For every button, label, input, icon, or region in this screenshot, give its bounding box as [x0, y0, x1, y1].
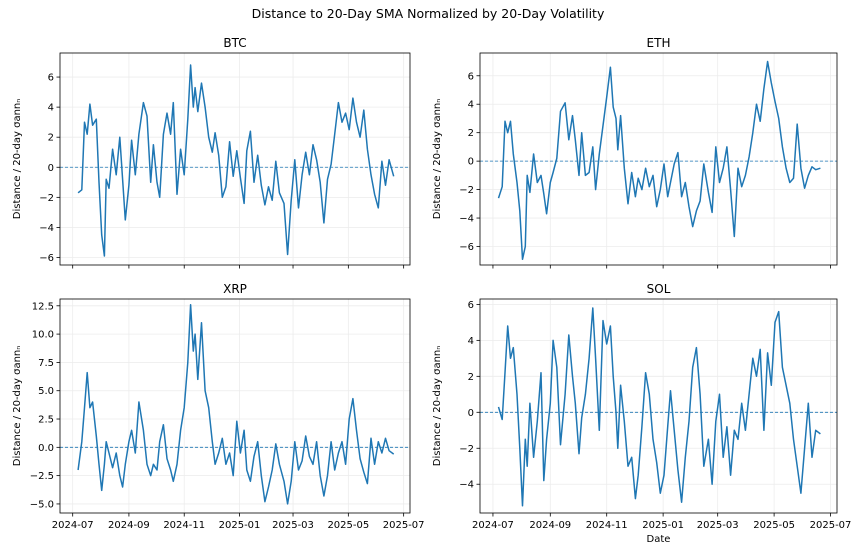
panel-title: XRP: [223, 282, 247, 296]
y-tick-label: 2: [468, 372, 474, 383]
plot-area: [60, 299, 410, 513]
axes-frame: [479, 298, 838, 514]
y-tick-label: −5.0: [30, 499, 54, 510]
y-tick-label: 0: [48, 163, 54, 174]
y-tick-label: 4: [468, 336, 474, 347]
x-tick-label: 2025-07: [810, 520, 852, 531]
y-tick-label: 2: [468, 128, 474, 139]
x-tick-label: 2025-03: [697, 520, 739, 531]
y-tick-label: −4: [459, 214, 474, 225]
axes-frame: [59, 52, 411, 266]
panel-eth: −6 −4 −2 0 2 4 6 ETH Distance / 20-day σannₙ: [432, 36, 838, 269]
series-line: [77, 64, 395, 257]
panel-title: BTC: [223, 36, 246, 50]
x-tick-label: 2025-03: [272, 520, 314, 531]
panel-sol: −4 −2 0 2 4 6 2024-07 2024-09 2024-11 2025-01 2025…: [432, 282, 851, 545]
y-tick-label: −6: [39, 253, 54, 264]
x-tick-label: 2024-09: [529, 520, 571, 531]
y-tick-label: 2.5: [38, 415, 54, 426]
series-line: [497, 60, 821, 261]
x-tick-label: 2024-09: [108, 520, 150, 531]
y-tick-label: −6: [459, 242, 474, 253]
y-tick-label: −2: [459, 185, 474, 196]
y-axis-label: Distance / 20-day σannₙ: [12, 99, 23, 219]
x-tick-label: 2025-01: [642, 520, 684, 531]
y-tick-label: −4: [39, 223, 54, 234]
y-tick-label: −2.5: [30, 471, 54, 482]
y-tick-label: 0: [468, 408, 474, 419]
series-line: [77, 303, 395, 505]
x-tick-label: 2024-07: [472, 520, 514, 531]
y-tick-label: 7.5: [38, 358, 54, 369]
x-tick-label: 2025-01: [219, 520, 261, 531]
x-tick-label: 2025-05: [753, 520, 795, 531]
y-tick-label: 2: [48, 133, 54, 144]
y-tick-label: 4: [468, 100, 474, 111]
y-tick-label: 0: [468, 157, 474, 168]
y-tick-label: 5.0: [38, 386, 54, 397]
y-axis-label: Distance / 20-day σannₙ: [432, 99, 443, 219]
y-axis-label: Distance / 20-day σannₙ: [12, 346, 23, 466]
axes-frame: [59, 298, 411, 514]
panel-title: ETH: [647, 36, 671, 50]
y-tick-label: −2: [39, 193, 54, 204]
y-tick-label: 6: [48, 73, 54, 84]
y-tick-label: 4: [48, 103, 54, 114]
panel-btc: −6 −4 −2 0 2 4 6 BTC Distance / 20-day σannₙ: [12, 36, 411, 269]
panel-title: SOL: [647, 282, 671, 296]
x-tick-label: 2024-11: [586, 520, 628, 531]
x-tick-label: 2025-05: [327, 520, 369, 531]
y-tick-label: 10.0: [32, 330, 54, 341]
x-tick-label: 2024-07: [52, 520, 94, 531]
y-tick-label: 0.0: [38, 443, 54, 454]
y-axis-label: Distance / 20-day σannₙ: [432, 346, 443, 466]
plot-area: [480, 53, 837, 265]
x-axis-label: Date: [647, 534, 671, 545]
x-tick-label: 2024-11: [163, 520, 205, 531]
y-tick-label: 12.5: [32, 301, 54, 312]
y-tick-label: 6: [468, 300, 474, 311]
figure-title: Distance to 20-Day SMA Normalized by 20-…: [252, 6, 605, 21]
y-tick-label: −2: [459, 444, 474, 455]
x-tick-label: 2025-07: [383, 520, 425, 531]
series-line: [497, 307, 821, 507]
y-tick-label: −4: [459, 480, 474, 491]
y-tick-label: 6: [468, 71, 474, 82]
panel-xrp: −5.0 −2.5 0.0 2.5 5.0 7.5 10.0 12.5 2024-07 2024-…: [12, 282, 425, 531]
axes-frame: [479, 52, 838, 266]
